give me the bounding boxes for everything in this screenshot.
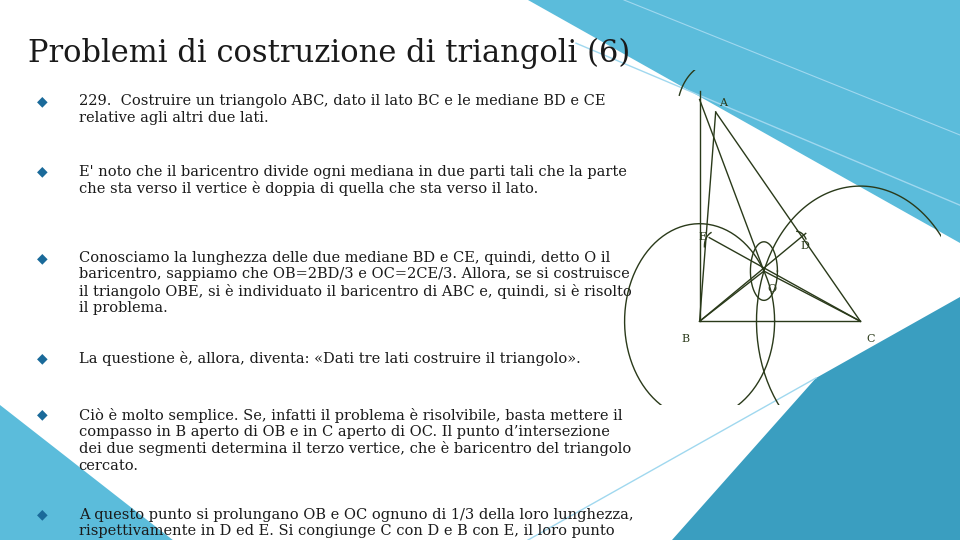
Text: B: B xyxy=(682,334,690,344)
Text: C: C xyxy=(867,334,876,344)
Text: Ciò è molto semplice. Se, infatti il problema è risolvibile, basta mettere il
co: Ciò è molto semplice. Se, infatti il pro… xyxy=(79,408,631,472)
Text: Problemi di costruzione di triangoli (6): Problemi di costruzione di triangoli (6) xyxy=(28,38,630,69)
Polygon shape xyxy=(0,405,173,540)
Text: A questo punto si prolungano OB e OC ognuno di 1/3 della loro lunghezza,
rispett: A questo punto si prolungano OB e OC ogn… xyxy=(79,508,634,540)
Text: ◆: ◆ xyxy=(37,408,48,422)
Polygon shape xyxy=(528,0,960,243)
Text: O: O xyxy=(767,284,777,294)
Text: A: A xyxy=(719,98,727,108)
Text: ◆: ◆ xyxy=(37,94,48,109)
Text: 229.  Costruire un triangolo ABC, dato il lato BC e le mediane BD e CE
relative : 229. Costruire un triangolo ABC, dato il… xyxy=(79,94,605,125)
Text: ◆: ◆ xyxy=(37,165,48,179)
Text: ◆: ◆ xyxy=(37,251,48,265)
Text: Conosciamo la lunghezza delle due mediane BD e CE, quindi, detto O il
baricentro: Conosciamo la lunghezza delle due median… xyxy=(79,251,632,315)
Text: D: D xyxy=(801,241,810,251)
Text: ◆: ◆ xyxy=(37,508,48,522)
Text: E' noto che il baricentro divide ogni mediana in due parti tali che la parte
che: E' noto che il baricentro divide ogni me… xyxy=(79,165,627,196)
Polygon shape xyxy=(672,297,960,540)
Text: ◆: ◆ xyxy=(37,351,48,365)
Text: E: E xyxy=(698,232,706,242)
Text: La questione è, allora, diventa: «Dati tre lati costruire il triangolo».: La questione è, allora, diventa: «Dati t… xyxy=(79,351,581,366)
